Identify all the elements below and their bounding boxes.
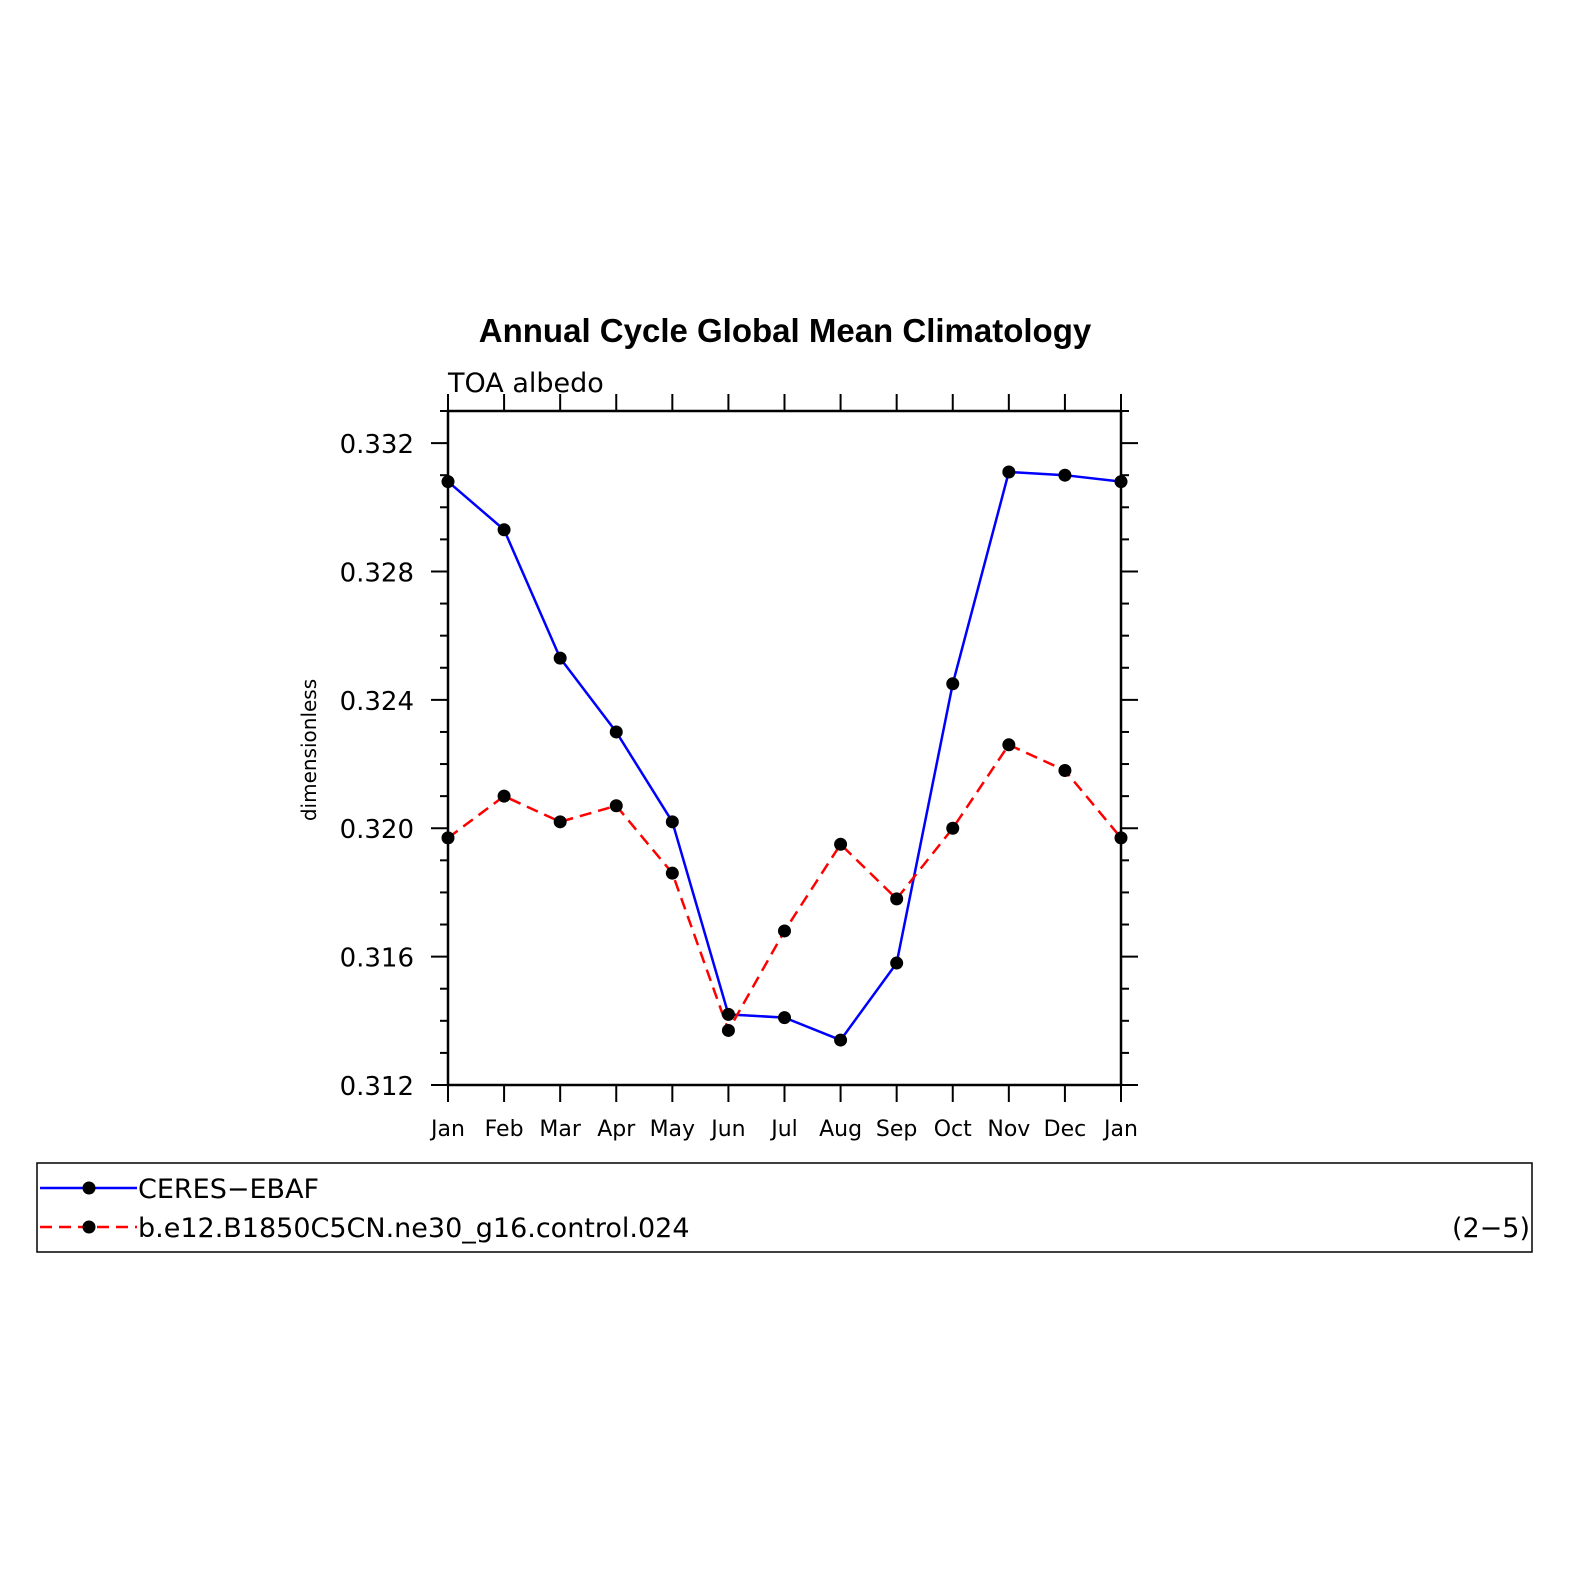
x-tick-label: Jun: [709, 1117, 745, 1142]
y-tick-label: 0.328: [340, 558, 414, 588]
series-line-1: [447, 470, 1122, 1042]
y-tick-label: 0.312: [340, 1072, 414, 1102]
series-1-point: [441, 475, 455, 489]
series-2-point: [553, 815, 567, 829]
series-2-point: [890, 892, 904, 906]
series-2-point: [609, 799, 623, 813]
series-2-point: [834, 837, 848, 851]
series-1-point: [778, 1011, 791, 1025]
series-1-point: [946, 677, 960, 691]
legend-label-1: CERES−EBAF: [138, 1174, 319, 1205]
x-tick-label: Mar: [539, 1117, 581, 1142]
x-tick-label: Nov: [987, 1117, 1030, 1142]
legend-box: [36, 1162, 1533, 1253]
series-layer: [441, 465, 1128, 1047]
series-line-2: [447, 743, 1122, 1034]
y-tick-label: 0.332: [340, 430, 414, 460]
y-tick-label: 0.320: [340, 815, 414, 845]
series-2-point: [1002, 738, 1016, 752]
chart-subtitle: TOA albedo: [447, 368, 604, 399]
series-1-point: [721, 1007, 735, 1021]
series-2-point: [946, 821, 960, 835]
series-1-point: [1114, 475, 1128, 489]
series-2-point: [497, 789, 511, 803]
x-tick-label: Apr: [597, 1117, 636, 1142]
x-tick-label: Sep: [876, 1117, 917, 1142]
series-1-point: [1058, 468, 1072, 482]
y-tick-label: 0.316: [340, 944, 414, 974]
series-2-point: [1058, 763, 1072, 777]
series-2-point: [1114, 831, 1128, 845]
x-tick-label: Jan: [429, 1117, 465, 1142]
plot-axes: Jan Feb Mar Apr May Jun Jul Aug Sep Oct Nov Dec Jan 0…: [340, 394, 1138, 1142]
y-axis-label: dimensionless: [297, 679, 321, 821]
x-tick-label: May: [650, 1117, 695, 1142]
series-1-point: [553, 651, 567, 665]
plot-frame: [446, 409, 1123, 1087]
series-1-point: [834, 1033, 848, 1047]
x-tick-label: Aug: [819, 1117, 862, 1142]
y-tick-label: 0.324: [340, 687, 414, 717]
series-2-point: [721, 1023, 735, 1037]
x-tick-label: Oct: [934, 1117, 972, 1142]
series-1-point: [890, 956, 904, 970]
x-tick-label: Jan: [1102, 1117, 1138, 1142]
legend-marker-1: [82, 1181, 96, 1195]
series-2-point: [441, 831, 455, 845]
series-1-point: [1002, 465, 1016, 479]
legend-marker-2: [82, 1220, 96, 1234]
series-2-point: [778, 924, 791, 938]
x-tick-label: Dec: [1044, 1117, 1087, 1142]
x-tick-label: Feb: [485, 1117, 524, 1142]
series-1-point: [609, 725, 623, 739]
series-1-point: [665, 815, 679, 829]
legend-label-2: b.e12.B1850C5CN.ne30_g16.control.024: [138, 1213, 690, 1244]
series-1-point: [497, 523, 511, 537]
x-tick-label: Jul: [769, 1117, 798, 1142]
chart-title: Annual Cycle Global Mean Climatology: [479, 312, 1092, 349]
panel-label: (2−5): [1452, 1213, 1530, 1244]
legend: CERES−EBAF b.e12.B1850C5CN.ne30_g16.contr…: [36, 1162, 1533, 1253]
series-2-point: [665, 866, 679, 880]
